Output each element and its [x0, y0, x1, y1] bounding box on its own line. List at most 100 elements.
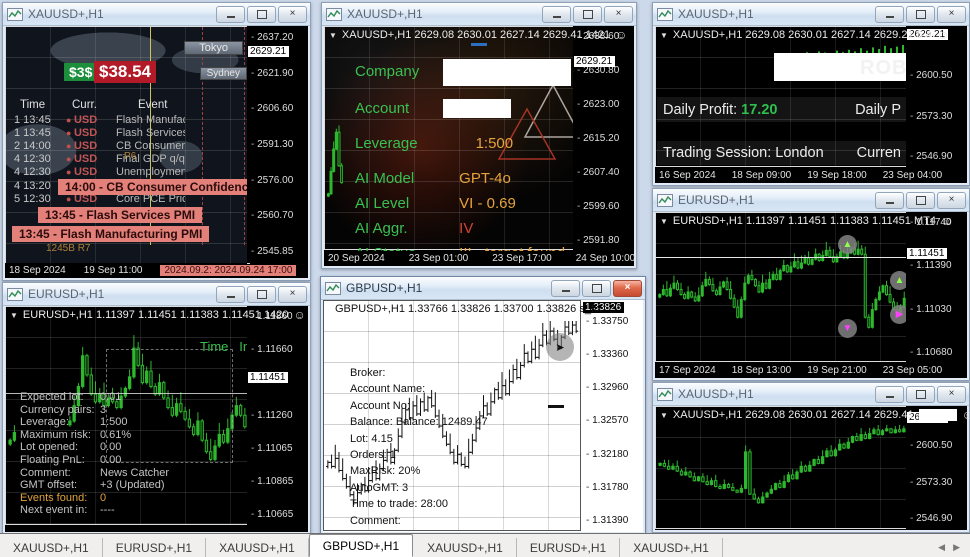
titlebar[interactable]: GBPUSD+,H1 ×: [321, 277, 645, 300]
price-tick: 1.31780: [582, 482, 643, 493]
price-scale: 1.11740 1.11390 1.11030 1.10680 1.11451: [906, 212, 967, 363]
expert-smiley-icon[interactable]: ☺: [940, 214, 954, 228]
ea-info-row: Leverage: 1:500: [20, 416, 128, 429]
minimize-button[interactable]: [875, 5, 904, 23]
ea-info-row: Lot opened: 0.00: [20, 441, 122, 454]
chart-header: ▼ XAUUSD+,H1 2629.08 2630.01 2627.14 262…: [329, 28, 628, 42]
chart-tab[interactable]: XAUUSD+,H1: [414, 538, 517, 557]
titlebar[interactable]: EURUSD+,H1 ×: [3, 283, 310, 306]
expert-smiley-icon[interactable]: ☺: [936, 28, 950, 42]
highlighted-time-range: 2024.09.2: 2024.09.24 17:00: [160, 265, 297, 276]
close-button[interactable]: ×: [613, 279, 642, 297]
chart-tab[interactable]: EURUSD+,H1: [517, 538, 621, 557]
restore-button[interactable]: [906, 191, 935, 209]
ai-plot[interactable]: Company Account Leverage 1:500 AI Model G…: [324, 26, 583, 262]
window-title: GBPUSD+,H1: [346, 281, 423, 295]
tab-scroll-left-icon[interactable]: ◀: [938, 542, 946, 552]
company-label: Company: [355, 63, 420, 80]
region-box: [106, 349, 233, 463]
triangle-logo: [497, 83, 583, 160]
price-scale: 2637.20 2621.90 2606.60 2591.30 2576.00 2560.…: [247, 26, 308, 263]
chart-dropdown-icon[interactable]: ▼: [329, 30, 337, 40]
chart-tab[interactable]: XAUUSD+,H1: [0, 538, 103, 557]
chart-client[interactable]: Company Account Leverage 1:500 AI Model G…: [324, 26, 635, 266]
chart-window-icon: [657, 7, 673, 21]
close-button[interactable]: ×: [937, 385, 966, 403]
chart-dropdown-icon[interactable]: ▼: [660, 410, 668, 420]
xau-plot[interactable]: [655, 406, 909, 529]
price-tick: 2600.50: [906, 440, 967, 451]
restore-button[interactable]: [247, 285, 276, 303]
chart-dropdown-icon[interactable]: ▼: [660, 30, 668, 40]
close-button[interactable]: ×: [937, 191, 966, 209]
price-tick: 2599.60: [573, 201, 634, 212]
price-tick: 1.10680: [906, 347, 967, 358]
titlebar[interactable]: XAUUSD+,H1 ×: [322, 3, 636, 26]
restore-button[interactable]: [906, 5, 935, 23]
chart-client[interactable]: ➤ Broker: Account Name: Account No: Bala…: [323, 300, 643, 532]
price-tick: 2545.85: [247, 246, 308, 257]
expert-smiley-icon[interactable]: ☺: [293, 308, 306, 322]
chart-client[interactable]: ROBO Daily Profit: 17.20 Daily P Trading…: [655, 26, 967, 183]
chart-client[interactable]: Time In Expected lot: 0.01 Currency pair…: [5, 306, 308, 532]
ea-info-row: Expected lot: 0.01: [20, 391, 122, 403]
minimize-button[interactable]: [542, 5, 571, 23]
session-label-tokyo: Tokyo: [184, 41, 243, 55]
restore-button[interactable]: [906, 385, 935, 403]
catcher-plot[interactable]: Time In Expected lot: 0.01 Currency pair…: [5, 306, 250, 525]
ea-info-row: GMT offset: +3 (Updated): [20, 479, 165, 492]
session-label-sydney: Sydney: [199, 67, 247, 80]
redacted-box: [918, 409, 957, 421]
minimize-button[interactable]: [216, 5, 245, 23]
price-tick: 1.11740: [906, 217, 967, 228]
trade-marker: ➤: [546, 333, 574, 361]
minimize-button[interactable]: [551, 279, 580, 297]
price-tick: 1.33360: [582, 349, 643, 360]
chart-window-icon: [7, 7, 23, 21]
titlebar[interactable]: XAUUSD+,H1 ×: [3, 3, 310, 26]
minimize-button[interactable]: [875, 191, 904, 209]
close-button[interactable]: ×: [937, 5, 966, 23]
close-button[interactable]: ×: [278, 285, 307, 303]
news-row: 1 13:45 USD Flash Manufacturing PMI: [14, 113, 185, 126]
chart-dropdown-icon[interactable]: ▼: [10, 310, 18, 320]
chart-tab[interactable]: EURUSD+,H1: [103, 538, 207, 557]
chart-tab[interactable]: XAUUSD+,H1: [206, 538, 309, 557]
chart-tab[interactable]: XAUUSD+,H1: [620, 538, 723, 557]
minimize-button[interactable]: [875, 385, 904, 403]
daily-profit-right: Daily P: [855, 101, 901, 118]
gbpusd-plot[interactable]: ➤ Broker: Account Name: Account No: Bala…: [323, 300, 581, 531]
price-scale: 2600.50 2573.30 2546.90 2629.21: [906, 26, 967, 168]
chart-window-icon: [657, 387, 673, 401]
expert-smiley-icon[interactable]: ☺: [615, 28, 628, 42]
restore-button[interactable]: [247, 5, 276, 23]
news-plot[interactable]: Tokyo Sydney $3$ $38.54 Time Curr. Event…: [5, 26, 263, 264]
price-tick: 2607.40: [573, 167, 634, 178]
chart-tabs: XAUUSD+,H1 EURUSD+,H1 XAUUSD+,H1 GBPUSD+,H1…: [0, 533, 970, 557]
minimize-button[interactable]: [216, 285, 245, 303]
restore-button[interactable]: [573, 5, 602, 23]
titlebar[interactable]: XAUUSD+,H1 ×: [653, 383, 969, 406]
chart-client[interactable]: ▲ ▼ ▲ ▶ 1.11740 1.11390 1.11030 1.10680 1.1…: [655, 212, 967, 378]
eurusd-plot[interactable]: ▲ ▼ ▲ ▶: [655, 212, 909, 362]
titlebar[interactable]: XAUUSD+,H1 ×: [653, 3, 969, 26]
chart-client[interactable]: 2600.502573.302546.90 2629.21 ▼ XAUUSD+,…: [655, 406, 970, 530]
time-scale: 20 Sep 2024 23 Sep 01:00 23 Sep 17:00 24 S…: [324, 251, 635, 266]
titlebar[interactable]: EURUSD+,H1 ×: [653, 189, 969, 212]
chart-client[interactable]: Tokyo Sydney $3$ $38.54 Time Curr. Event…: [5, 26, 308, 278]
price-tick: 1.11065: [247, 443, 308, 454]
close-button[interactable]: ×: [278, 5, 307, 23]
chart-dropdown-icon[interactable]: ▼: [660, 216, 668, 226]
current-price: 1.11451: [248, 372, 289, 383]
trading-session-label: Trading Session: London: [663, 145, 824, 161]
close-button[interactable]: ×: [604, 5, 633, 23]
expert-smiley-icon[interactable]: ☺: [961, 408, 970, 422]
restore-button[interactable]: [582, 279, 611, 297]
expert-smiley-icon[interactable]: ☺: [606, 302, 620, 316]
profit-plot[interactable]: ROBO Daily Profit: 17.20 Daily P Trading…: [655, 26, 923, 167]
time-scale: 16 Sep 2024 18 Sep 09:00 19 Sep 18:00 23 S…: [655, 168, 942, 183]
tab-scroll-right-icon[interactable]: ▶: [953, 542, 960, 552]
chart-header: ▼ EURUSD+,H1 1.11397 1.11451 1.11383 1.1…: [10, 308, 306, 322]
chart-tab[interactable]: GBPUSD+,H1: [308, 534, 414, 557]
price-tick: 2630.80: [573, 65, 634, 76]
